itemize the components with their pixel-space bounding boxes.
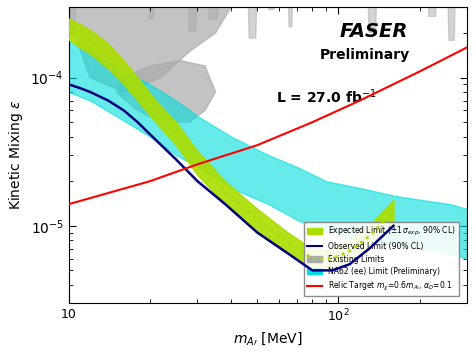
Text: L = 27.0 fb$^{-1}$: L = 27.0 fb$^{-1}$	[276, 87, 377, 105]
Text: Preliminary: Preliminary	[320, 48, 410, 62]
Legend: Expected Limit ($\pm1\,\sigma_{exp}$, 90% CL), Observed Limit (90% CL), Existing: Expected Limit ($\pm1\,\sigma_{exp}$, 90…	[304, 222, 459, 296]
Polygon shape	[69, 0, 237, 92]
Text: FASER: FASER	[340, 22, 408, 41]
X-axis label: $m_{A\prime}$ [MeV]: $m_{A\prime}$ [MeV]	[233, 330, 302, 347]
Polygon shape	[116, 61, 216, 122]
Y-axis label: Kinetic Mixing $\varepsilon$: Kinetic Mixing $\varepsilon$	[7, 100, 25, 210]
